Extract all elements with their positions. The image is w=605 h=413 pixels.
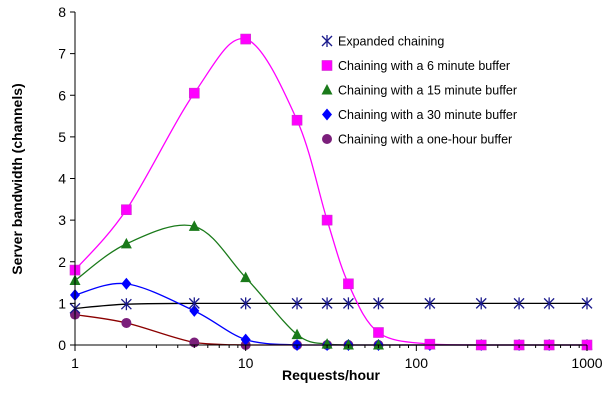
data-point-asterisk bbox=[424, 297, 436, 310]
y-tick-label: 2 bbox=[58, 254, 66, 270]
data-point-triangle bbox=[120, 237, 132, 249]
legend-label: Chaining with a one-hour buffer bbox=[338, 133, 512, 147]
data-point-triangle bbox=[188, 220, 200, 231]
data-point-square bbox=[121, 204, 132, 216]
data-point-square bbox=[343, 278, 354, 290]
data-point-triangle bbox=[240, 271, 252, 283]
legend-marker-asterisk bbox=[321, 35, 333, 47]
data-point-square bbox=[188, 87, 200, 99]
data-point-square bbox=[424, 338, 436, 350]
x-axis-title: Requests/hour bbox=[282, 367, 381, 383]
data-point-diamond bbox=[189, 304, 200, 317]
y-tick-label: 8 bbox=[58, 4, 66, 20]
legend-marker-diamond bbox=[322, 108, 332, 121]
x-tick-label: 1 bbox=[71, 355, 79, 371]
legend-marker-square bbox=[321, 60, 333, 71]
data-point-asterisk bbox=[543, 297, 555, 310]
legend-label: Chaining with a 6 minute buffer bbox=[338, 59, 510, 73]
data-point-asterisk bbox=[321, 297, 333, 310]
legend: Expanded chaining Chaining with a 6 minut… bbox=[321, 35, 517, 147]
y-tick-label: 3 bbox=[58, 212, 66, 228]
x-tick-label: 1000 bbox=[571, 355, 602, 371]
data-point-asterisk bbox=[120, 298, 132, 311]
data-point-square bbox=[321, 214, 333, 226]
data-point-circle bbox=[121, 317, 132, 328]
data-point-asterisk bbox=[513, 297, 525, 310]
x-tick-label: 100 bbox=[405, 355, 429, 371]
data-point-asterisk bbox=[373, 297, 384, 310]
data-point-square bbox=[373, 327, 384, 338]
x-axis-ticks: 1 10 100 1000 bbox=[71, 345, 603, 371]
y-tick-label: 7 bbox=[58, 46, 66, 62]
y-axis-title: Server bandwidth (channels) bbox=[9, 83, 25, 274]
data-point-asterisk bbox=[188, 297, 200, 310]
data-point-triangle bbox=[342, 339, 354, 350]
legend-label: Chaining with a 30 minute buffer bbox=[338, 108, 517, 122]
data-point-triangle bbox=[372, 339, 384, 350]
y-tick-label: 4 bbox=[58, 171, 66, 187]
legend-marker-circle bbox=[322, 134, 332, 144]
data-point-asterisk bbox=[581, 297, 593, 310]
data-point-square bbox=[291, 114, 303, 126]
data-point-diamond bbox=[121, 277, 132, 290]
data-point-triangle bbox=[321, 338, 333, 349]
x-tick-label: 10 bbox=[238, 355, 254, 371]
y-tick-label: 6 bbox=[58, 87, 66, 103]
legend-label: Expanded chaining bbox=[338, 35, 444, 49]
data-point-triangle bbox=[291, 328, 303, 340]
y-axis-ticks: 0 1 2 3 4 5 6 7 8 bbox=[58, 4, 75, 353]
data-point-square bbox=[240, 33, 251, 45]
data-point-asterisk bbox=[342, 297, 354, 310]
data-point-asterisk bbox=[475, 297, 487, 310]
data-point-diamond bbox=[240, 333, 251, 346]
legend-label: Chaining with a 15 minute buffer bbox=[338, 84, 517, 98]
legend-marker-triangle bbox=[321, 84, 333, 95]
data-point-asterisk bbox=[291, 297, 303, 310]
data-point-asterisk bbox=[240, 297, 252, 310]
y-tick-label: 1 bbox=[58, 295, 66, 311]
y-tick-label: 5 bbox=[58, 129, 66, 145]
y-tick-label: 0 bbox=[58, 337, 66, 353]
